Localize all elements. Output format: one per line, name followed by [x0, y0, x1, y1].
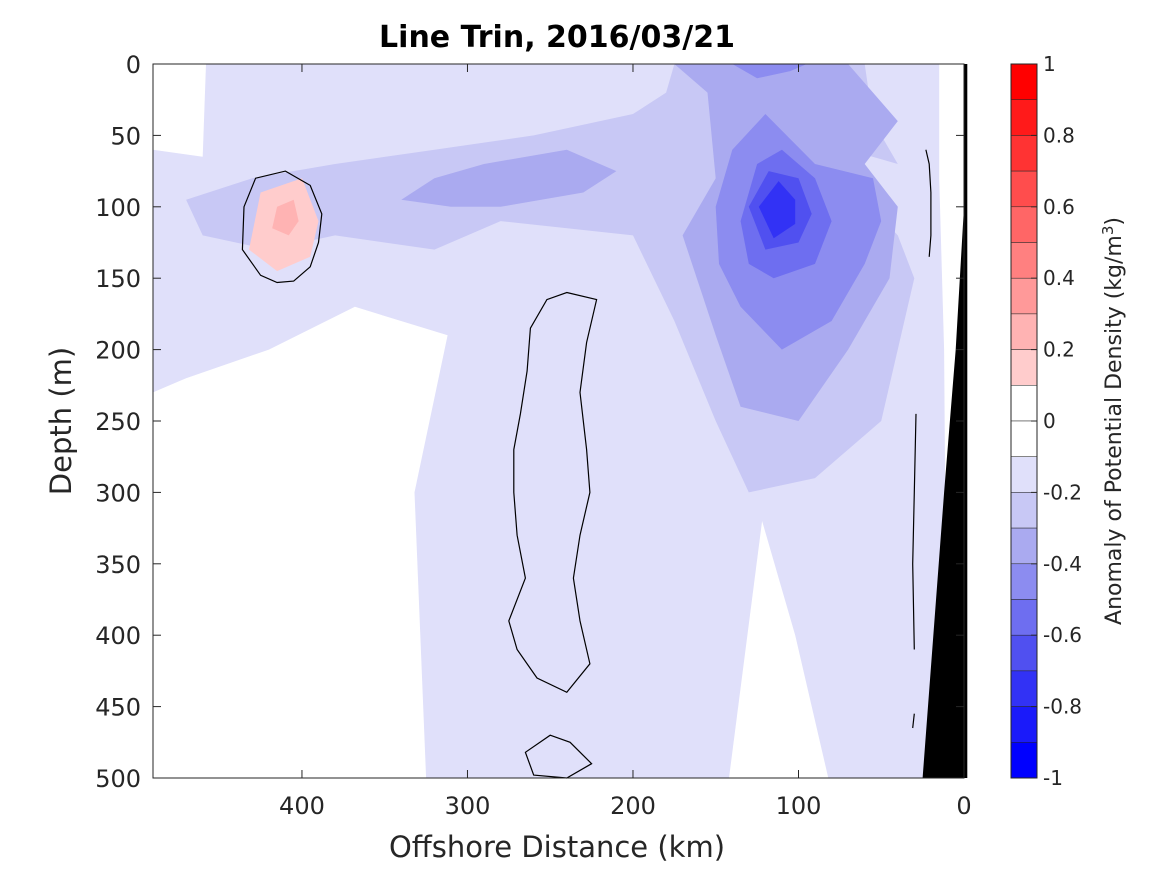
colorbar-tick-label: 0.2: [1043, 338, 1075, 362]
y-tick-label: 350: [95, 551, 141, 579]
y-axis: 0 50 100 150 200 250 300 350 400 450 500: [95, 51, 964, 793]
colorbar-swatches: [1010, 63, 1038, 779]
colorbar-swatch-9: [1010, 385, 1038, 422]
colorbar-swatch-8: [1010, 349, 1038, 386]
colorbar-swatch-12: [1010, 492, 1038, 529]
contour-region-10: [272, 199, 299, 236]
zero-contour-1: [508, 291, 598, 694]
colorbar-swatch-3: [1010, 170, 1038, 208]
colorbar-tick-label: -1: [1043, 766, 1063, 790]
colorbar-swatch-13: [1010, 527, 1038, 565]
colorbar-label-main: Anomaly of Potential Density (kg/m: [1102, 235, 1127, 625]
y-tick-label: 400: [95, 622, 141, 650]
colorbar: 1 0.8 0.6 0.4 0.2 0 -0.2 -0.4 -0.6 -0.8 -1 Anomaly…: [1010, 52, 1127, 790]
x-tick-label: 400: [279, 792, 325, 820]
colorbar-label: Anomaly of Potential Density (kg/m3): [1099, 217, 1127, 625]
chart-title: Line Trin, 2016/03/21: [379, 20, 735, 55]
colorbar-swatch-2: [1010, 135, 1038, 172]
colorbar-swatch-19: [1010, 742, 1038, 779]
colorbar-tick-label: -0.2: [1043, 480, 1082, 504]
colorbar-swatch-0: [1010, 63, 1038, 100]
x-axis: 400 300 200 100 0: [279, 64, 972, 820]
contour-region-8: [732, 64, 807, 79]
zero-contour-lines: [241, 149, 932, 779]
y-tick-label: 200: [95, 337, 141, 365]
colorbar-swatch-4: [1010, 206, 1038, 243]
y-tick-label: 150: [95, 265, 141, 293]
land-mask: [922, 64, 968, 778]
plot-area: [152, 63, 968, 779]
colorbar-swatch-14: [1010, 563, 1038, 600]
colorbar-swatch-7: [1010, 313, 1038, 350]
colorbar-tick-label: 0.4: [1043, 266, 1075, 290]
colorbar-tick-label: 0.6: [1043, 195, 1075, 219]
x-tick-label: 300: [445, 792, 491, 820]
y-tick-label: 0: [126, 51, 141, 79]
y-tick-label: 450: [95, 694, 141, 722]
colorbar-swatch-18: [1010, 706, 1038, 743]
colorbar-tick-label: 0: [1043, 409, 1056, 433]
x-tick-label: 100: [776, 792, 822, 820]
y-tick-label: 50: [110, 122, 141, 150]
y-tick-label: 500: [95, 765, 141, 793]
colorbar-tick-label: -0.8: [1043, 695, 1082, 719]
y-tick-label: 250: [95, 408, 141, 436]
colorbar-tick-label: 0.8: [1043, 123, 1075, 147]
zero-contour-3: [925, 149, 932, 257]
x-tick-label: 200: [610, 792, 656, 820]
colorbar-tick-label: 1: [1043, 52, 1056, 76]
x-axis-label: Offshore Distance (km): [389, 830, 725, 864]
colorbar-swatch-1: [1010, 99, 1038, 136]
y-tick-label: 100: [95, 194, 141, 222]
y-tick-label: 300: [95, 479, 141, 507]
x-tick-label: 0: [956, 792, 971, 820]
density-anomaly-contourf: [153, 64, 948, 778]
colorbar-label-suffix: ): [1102, 217, 1127, 226]
zero-contour-5: [912, 713, 915, 729]
colorbar-tick-label: -0.6: [1043, 623, 1082, 647]
y-axis-label: Depth (m): [44, 347, 78, 495]
colorbar-swatch-10: [1010, 420, 1038, 457]
colorbar-ticks: 1 0.8 0.6 0.4 0.2 0 -0.2 -0.4 -0.6 -0.8 -1: [1031, 52, 1082, 790]
colorbar-tick-label: -0.4: [1043, 552, 1082, 576]
colorbar-swatch-17: [1010, 670, 1038, 707]
colorbar-swatch-16: [1010, 634, 1038, 672]
colorbar-label-superscript: 3: [1099, 226, 1117, 236]
colorbar-swatch-6: [1010, 277, 1038, 315]
zero-contour-4: [912, 413, 917, 650]
contour-region-2: [401, 149, 617, 207]
contour-region-7: [758, 181, 796, 239]
colorbar-swatch-11: [1010, 456, 1038, 493]
colorbar-swatch-5: [1010, 242, 1038, 279]
zero-contour-0: [241, 170, 323, 284]
colorbar-swatch-15: [1010, 599, 1038, 636]
land-mask-shape: [922, 64, 968, 778]
